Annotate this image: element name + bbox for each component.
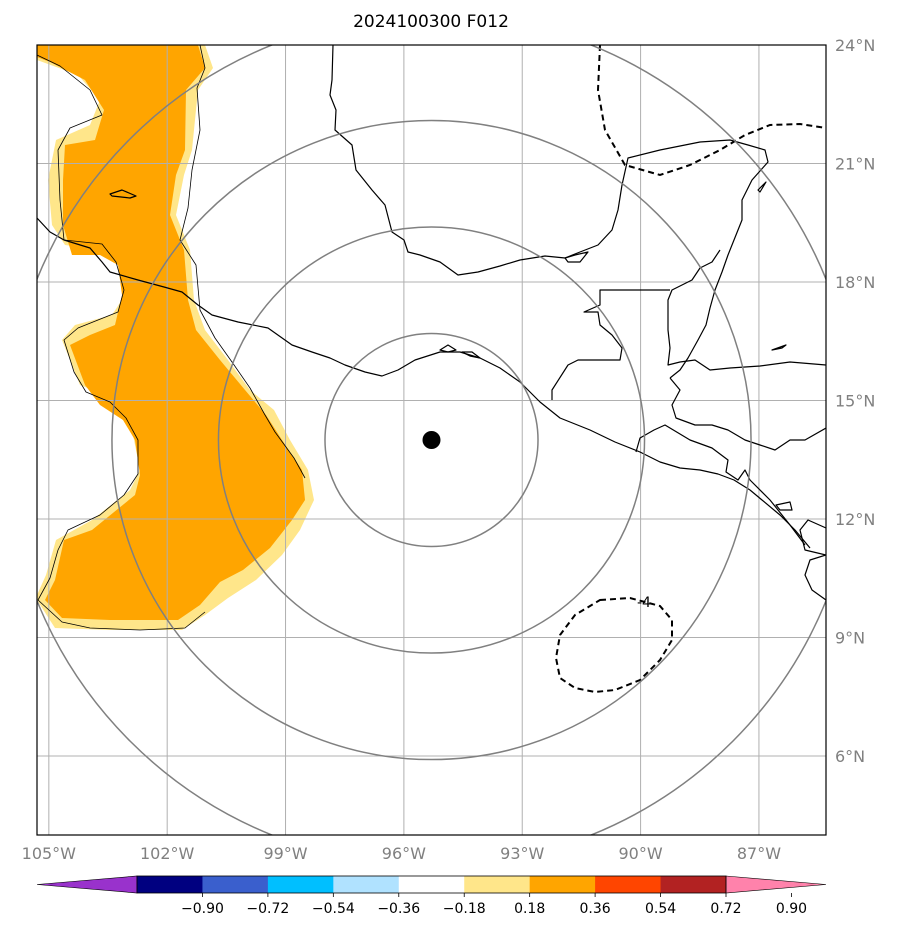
colorbar-segment-4 <box>333 876 400 893</box>
coastlines <box>37 45 826 631</box>
colorbar-segment-1 <box>137 876 203 893</box>
colorbar-label-0: −0.90 <box>181 901 224 917</box>
lat-tick-label-2: 18°N <box>835 273 875 292</box>
lon-tick-label-5: 90°W <box>618 844 662 863</box>
colorbar-segment-3 <box>267 876 334 893</box>
lon-tick-label-4: 93°W <box>500 844 544 863</box>
colorbar-label-5: 0.18 <box>514 901 545 917</box>
range-ring-0 <box>324 332 539 548</box>
colorbar-label-8: 0.72 <box>710 901 741 917</box>
coastline-yucatan-belize <box>667 249 826 371</box>
map-frame <box>36 44 827 836</box>
colorbar-segment-7 <box>529 876 596 893</box>
coastline-panama <box>804 554 826 601</box>
colorbar-segment-2 <box>202 876 269 893</box>
lon-tick-label-3: 96°W <box>382 844 426 863</box>
coastline-west-mexico <box>37 54 206 631</box>
border-honduras-nicaragua <box>635 424 806 546</box>
lon-tick-label-2: 99°W <box>263 844 307 863</box>
colorbar-segment-9 <box>660 876 727 893</box>
contour-northeast <box>596 45 826 177</box>
colorbar-label-1: −0.72 <box>246 901 289 917</box>
range-ring-2 <box>111 119 752 761</box>
colorbar-label-7: 0.54 <box>645 901 676 917</box>
colorbar-extend-low <box>36 875 138 894</box>
island-2 <box>757 181 767 193</box>
graticule <box>37 45 826 835</box>
coastline-baja-sinaloa <box>179 45 306 479</box>
lon-tick-label-6: 87°W <box>737 844 781 863</box>
colorbar-label-2: −0.54 <box>312 901 355 917</box>
island-6 <box>439 344 457 353</box>
coastline-gulf-mexico <box>329 45 769 379</box>
dashed-contours <box>554 45 826 694</box>
coastline-costa-rica <box>799 519 826 556</box>
lat-tick-label-1: 21°N <box>835 155 875 174</box>
lat-tick-label-6: 6°N <box>835 747 865 766</box>
lon-tick-label-1: 102°W <box>140 844 195 863</box>
colorbar-segment-6 <box>464 876 531 893</box>
border-guatemala <box>551 289 670 400</box>
colorbar-label-9: 0.90 <box>776 901 807 917</box>
island-5 <box>564 251 589 263</box>
field-orange-region <box>37 45 305 620</box>
figure-title: 2024100300 F012 <box>353 12 509 32</box>
lat-tick-label-5: 9°N <box>835 629 865 648</box>
map-area: -4 <box>37 45 826 835</box>
island-1 <box>109 189 137 199</box>
storm-center-marker <box>422 431 441 449</box>
contour-label: -4 <box>637 595 651 611</box>
latitude-labels: 24°N 21°N 18°N 15°N 12°N 9°N 6°N <box>835 36 875 766</box>
colorbar <box>36 875 827 894</box>
colorbar-extend-high <box>725 875 827 894</box>
lat-tick-label-3: 15°N <box>835 392 875 411</box>
colorbar-label-3: −0.36 <box>377 901 420 917</box>
colorbar-segment-8 <box>595 876 661 893</box>
island-7 <box>461 351 481 359</box>
island-3 <box>771 344 787 351</box>
colorbar-labels: −0.90 −0.72 −0.54 −0.36 −0.18 0.18 0.36 0.54 0.7… <box>181 893 807 917</box>
colorbar-frame <box>136 875 727 894</box>
colorbar-label-6: 0.36 <box>580 901 611 917</box>
colorbar-label-4: −0.18 <box>443 901 486 917</box>
range-ring-1 <box>217 226 646 654</box>
range-rings <box>37 45 826 835</box>
lat-tick-label-4: 12°N <box>835 510 875 529</box>
contour-southeast <box>554 596 673 694</box>
coastline-honduras-north <box>669 377 826 451</box>
coastline-pacific-mexico <box>37 217 811 549</box>
longitude-labels: 105°W 102°W 99°W 96°W 93°W 90°W 87°W <box>22 844 782 863</box>
island-4 <box>775 501 793 511</box>
lat-tick-label-0: 24°N <box>835 36 875 55</box>
colorbar-segment-5 <box>398 876 465 893</box>
lon-tick-label-0: 105°W <box>22 844 77 863</box>
